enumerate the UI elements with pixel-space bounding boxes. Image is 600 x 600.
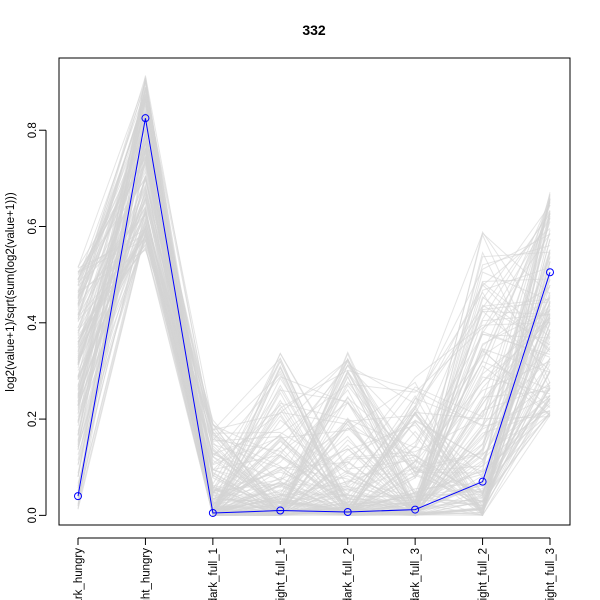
highlight-point [478,477,487,486]
background-series-line [77,244,551,516]
highlight-series-line [77,118,551,514]
x-axis: dark_hungry light_hungry dark_full_1 light_… [73,537,557,600]
x-tick-label: light_full_2 [478,548,490,600]
x-tick-label: dark_full_1 [208,548,220,600]
y-axis-label: log2(value+1)/sqrt(sum(log2(value+1))) [5,192,17,392]
x-tick-label: light_full_3 [545,548,557,600]
chart-title: 332 [302,22,326,38]
background-series-line [77,134,551,516]
highlight-point [411,505,420,514]
background-series-line [77,113,551,514]
x-tick-label: dark_hungry [73,548,85,600]
x-tick-label: dark_full_3 [410,548,422,600]
background-series-line [77,76,551,516]
y-tick-label: 0.0 [27,507,39,523]
y-tick-label: 0.2 [27,411,39,427]
highlight-series-group [74,114,554,517]
background-series-line [77,156,551,517]
plot-box [58,57,571,526]
y-tick-label: 0.4 [27,314,39,331]
background-series-line [77,94,551,513]
highlight-point [74,492,82,501]
background-series-line [77,189,551,515]
background-series-line [77,75,551,516]
background-series-line [77,214,551,515]
y-tick-label: 0.8 [27,122,39,138]
background-series-line [77,228,551,515]
y-axis: 0.0 0.2 0.4 0.6 0.8 [27,122,47,523]
highlight-point [343,508,352,517]
background-series-group [77,75,551,517]
x-tick-label: light_hungry [140,548,152,600]
x-tick-label: light_full_1 [275,548,287,600]
y-tick-label: 0.6 [27,219,39,235]
highlight-point [276,506,285,515]
x-tick-label: dark_full_2 [343,548,355,600]
highlight-point [208,508,217,517]
highlight-point [141,114,150,123]
background-series-line [77,80,551,516]
background-series-line [77,139,551,516]
highlight-point [546,268,554,277]
